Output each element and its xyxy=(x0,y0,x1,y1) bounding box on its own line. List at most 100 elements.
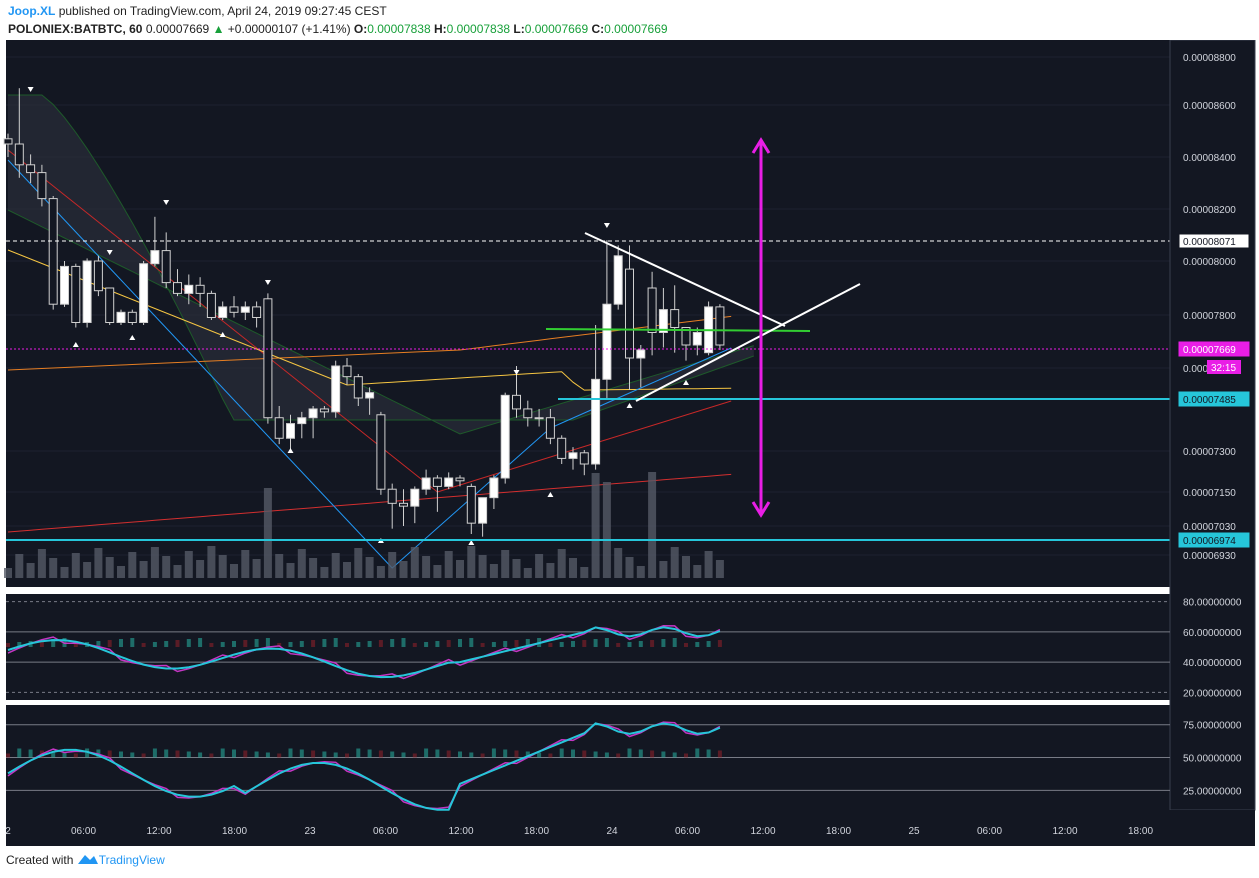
time-tick-label: 25 xyxy=(908,826,920,837)
osc-histogram-bar xyxy=(378,750,383,758)
osc-histogram-bar xyxy=(480,753,485,758)
candle-body xyxy=(82,260,92,323)
osc-histogram-bar xyxy=(401,752,406,758)
candle-body xyxy=(263,298,273,419)
candle-body xyxy=(376,414,386,490)
osc-histogram-bar xyxy=(593,751,598,758)
close-label: C: xyxy=(591,22,605,36)
osc-histogram-bar xyxy=(684,643,688,647)
price-label-box xyxy=(1178,341,1250,357)
volume-bar xyxy=(15,554,24,578)
osc-histogram-bar xyxy=(232,641,236,647)
osc-histogram-bar xyxy=(73,643,78,647)
published-text: published on TradingView.com, April 24, … xyxy=(58,4,387,18)
osc-histogram-bar xyxy=(661,751,666,758)
osc-tick-label: 80.00000000 xyxy=(1183,598,1242,609)
osc-histogram-bar xyxy=(627,642,632,647)
volume-bar xyxy=(501,550,510,578)
osc-histogram-bar xyxy=(107,750,112,758)
candle-body xyxy=(319,408,329,413)
candle-body xyxy=(37,172,47,200)
candle-body xyxy=(625,268,634,359)
up-arrow-icon: ▲ xyxy=(212,22,225,36)
osc-histogram-bar xyxy=(152,642,157,647)
candle-body xyxy=(591,378,601,465)
time-tick-label: 18:00 xyxy=(1128,826,1153,837)
volume-bar xyxy=(569,558,577,578)
volume-bar xyxy=(614,548,623,578)
osc-histogram-bar xyxy=(288,642,293,647)
candle-body xyxy=(602,303,612,380)
time-tick-label: 06:00 xyxy=(71,826,96,837)
osc-histogram-bar xyxy=(288,748,293,758)
osc-histogram-bar xyxy=(356,642,361,647)
volume-bar xyxy=(523,568,532,578)
candle-body xyxy=(568,452,578,459)
osc-histogram-bar xyxy=(514,640,519,647)
osc-histogram-bar xyxy=(604,752,609,758)
volume-bar xyxy=(388,552,397,578)
osc-histogram-bar xyxy=(582,750,587,758)
price-label-text: 0.00006974 xyxy=(1183,536,1236,547)
osc-histogram-bar xyxy=(412,753,417,758)
volume-bar xyxy=(150,547,159,578)
low-value: 0.00007669 xyxy=(524,22,589,36)
open-value: 0.00007838 xyxy=(367,22,431,36)
candle-body xyxy=(297,417,307,425)
volume-bar xyxy=(275,554,284,578)
price-tick-label: 0.00006930 xyxy=(1183,551,1236,562)
osc-histogram-bar xyxy=(525,639,530,647)
tradingview-brand[interactable]: TradingView xyxy=(98,853,165,867)
triangle-lower-line xyxy=(635,283,861,402)
osc-histogram-bar xyxy=(209,753,214,758)
candle-body xyxy=(647,287,657,333)
osc-histogram-bar xyxy=(661,639,666,647)
osc-histogram-bar xyxy=(571,641,575,647)
osc-histogram-bar xyxy=(209,643,214,647)
candle-body xyxy=(71,265,81,323)
volume-bar xyxy=(591,473,600,578)
osc-tick-label: 50.00000000 xyxy=(1183,754,1242,765)
osc-histogram-bar xyxy=(243,640,248,647)
time-tick-label: 06:00 xyxy=(675,826,700,837)
osc-histogram-bar xyxy=(186,751,191,758)
fractal-marker xyxy=(163,200,170,205)
volume-bar xyxy=(286,563,295,578)
candle-body xyxy=(557,437,567,459)
volume-bar xyxy=(218,555,227,578)
breakout-green-line xyxy=(545,328,811,332)
osc-histogram-bar xyxy=(717,750,722,758)
volume-bar xyxy=(60,567,69,578)
countdown-box xyxy=(1207,360,1241,374)
ma-yellow-line xyxy=(7,249,732,391)
osc-histogram-bar xyxy=(254,639,259,647)
osc-histogram-bar xyxy=(695,748,700,758)
price-chart[interactable]: 0.00008800 0.00008600 0.00008400 0.00008200… xyxy=(0,40,1259,850)
volume-bar xyxy=(557,549,566,578)
candle-body xyxy=(195,284,205,294)
osc-histogram-bar xyxy=(559,642,564,647)
volume-bar xyxy=(399,561,408,578)
osc-histogram-bar xyxy=(491,642,496,647)
oscillator1-pane xyxy=(6,594,1170,700)
time-tick-label: 06:00 xyxy=(373,826,398,837)
osc-histogram-bar xyxy=(446,750,451,758)
price-label-box xyxy=(1178,233,1250,249)
price-tick-label: 0.00007300 xyxy=(1183,447,1236,458)
osc-histogram-bar xyxy=(378,640,383,647)
osc-histogram-bar xyxy=(277,753,282,758)
osc-histogram-bar xyxy=(458,751,462,758)
osc-histogram-bar xyxy=(672,752,677,758)
tradingview-logo-icon xyxy=(77,855,98,864)
volume-bar xyxy=(252,559,261,578)
fractal-marker xyxy=(468,540,475,545)
price-label-box xyxy=(1178,391,1250,407)
volume-bar xyxy=(196,560,205,578)
symbol-header: POLONIEX:BATBTC, 60 0.00007669 ▲ +0.0000… xyxy=(8,22,668,36)
candle-body xyxy=(161,250,171,284)
volume-bar xyxy=(704,551,713,578)
osc-histogram-bar xyxy=(141,753,146,758)
author-name[interactable]: Joop.XL xyxy=(8,4,56,18)
time-tick-label: 18:00 xyxy=(222,826,247,837)
osc-histogram-bar xyxy=(537,752,542,758)
